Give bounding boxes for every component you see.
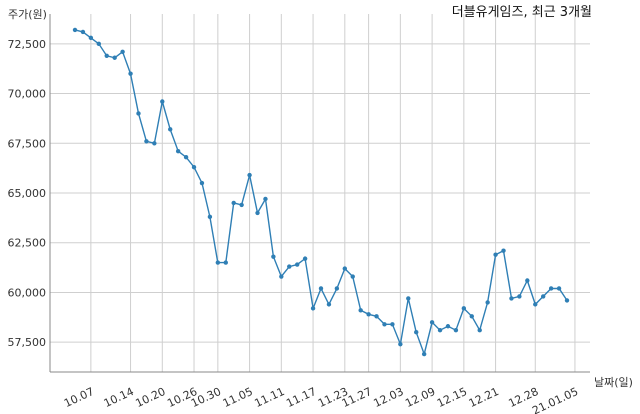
data-point (334, 286, 340, 291)
x-tick-label: 12.03 (372, 385, 406, 410)
y-tick-label: 67,500 (8, 137, 47, 150)
data-point (215, 260, 221, 265)
data-point (207, 214, 213, 220)
data-point (255, 210, 260, 216)
data-point (175, 149, 181, 154)
x-tick-label: 11.05 (221, 385, 255, 410)
data-point (191, 164, 197, 170)
x-tick-label: 21.01.05 (530, 385, 580, 414)
data-point (485, 300, 490, 305)
data-point (287, 264, 292, 269)
data-point (326, 302, 332, 307)
x-tick-label: 11.17 (284, 385, 318, 410)
data-point (398, 341, 403, 347)
data-point (183, 155, 189, 160)
data-point (294, 262, 300, 267)
data-point (366, 312, 371, 317)
data-point (120, 49, 125, 54)
x-tick-label: 10.07 (62, 385, 96, 410)
data-point (453, 328, 459, 333)
x-axis-label: 날짜(일) (594, 375, 633, 389)
data-point (390, 322, 395, 327)
x-tick-label: 10.14 (102, 385, 136, 410)
data-point (80, 29, 86, 35)
data-point (168, 127, 173, 132)
x-tick-label: 12.09 (403, 385, 437, 410)
data-point (223, 260, 228, 265)
data-point (540, 294, 546, 299)
data-point (199, 180, 205, 186)
data-point (72, 27, 78, 33)
y-tick-label: 57,500 (8, 336, 47, 349)
data-point (501, 248, 506, 253)
data-point (263, 196, 268, 202)
data-point (517, 294, 522, 299)
data-point (247, 172, 252, 178)
data-point (96, 41, 102, 47)
x-tick-labels: 10.07 10.1410.2010.2610.3011.0511.1111.17… (62, 385, 580, 414)
data-point (374, 314, 379, 319)
data-point (88, 35, 94, 41)
data-point (279, 274, 284, 279)
y-tick-labels: 57,500 60,000 62,500 65,000 67,500 70,000 72,5… (8, 38, 47, 349)
data-point (358, 308, 363, 313)
data-point (136, 111, 141, 116)
chart-title: 더블유게임즈, 최근 3개월 (452, 5, 592, 20)
axes (49, 14, 590, 373)
data-point (152, 141, 157, 146)
data-point (461, 306, 467, 311)
data-point (421, 351, 427, 357)
data-point (231, 200, 236, 206)
data-point (469, 314, 474, 319)
data-point (128, 71, 133, 76)
y-tick-label: 65,000 (8, 187, 47, 200)
data-point (429, 320, 435, 325)
data-point (525, 278, 530, 283)
data-point (239, 202, 244, 208)
y-axis-label: 주가(원) (8, 8, 47, 21)
y-tick-label: 72,500 (8, 38, 47, 51)
data-point (350, 274, 355, 279)
grid (50, 14, 590, 372)
data-point (144, 139, 149, 144)
data-point (477, 328, 482, 333)
y-tick-label: 60,000 (8, 286, 47, 299)
data-point (548, 286, 554, 291)
data-point (533, 302, 538, 307)
data-point (271, 254, 276, 259)
price-series (72, 27, 570, 357)
data-point (302, 256, 308, 261)
data-point (318, 286, 324, 291)
data-point (382, 322, 387, 327)
x-tick-label: 11.11 (253, 385, 287, 410)
x-tick-label: 12.21 (467, 385, 501, 410)
y-tick-label: 70,000 (8, 88, 47, 101)
x-tick-label: 12.15 (435, 385, 469, 410)
data-point (342, 266, 348, 271)
data-point (564, 298, 570, 303)
data-point (556, 286, 562, 291)
data-point (509, 296, 514, 301)
data-point (112, 55, 117, 60)
data-point (437, 328, 443, 333)
data-point (104, 53, 109, 58)
y-tick-label: 62,500 (8, 237, 47, 250)
data-point (414, 330, 419, 335)
series-line (74, 29, 568, 357)
data-point (310, 306, 316, 311)
x-tick-label: 10.20 (134, 385, 168, 410)
data-point (493, 252, 498, 257)
data-point (445, 324, 451, 329)
data-point (160, 99, 165, 104)
data-point (406, 296, 411, 301)
